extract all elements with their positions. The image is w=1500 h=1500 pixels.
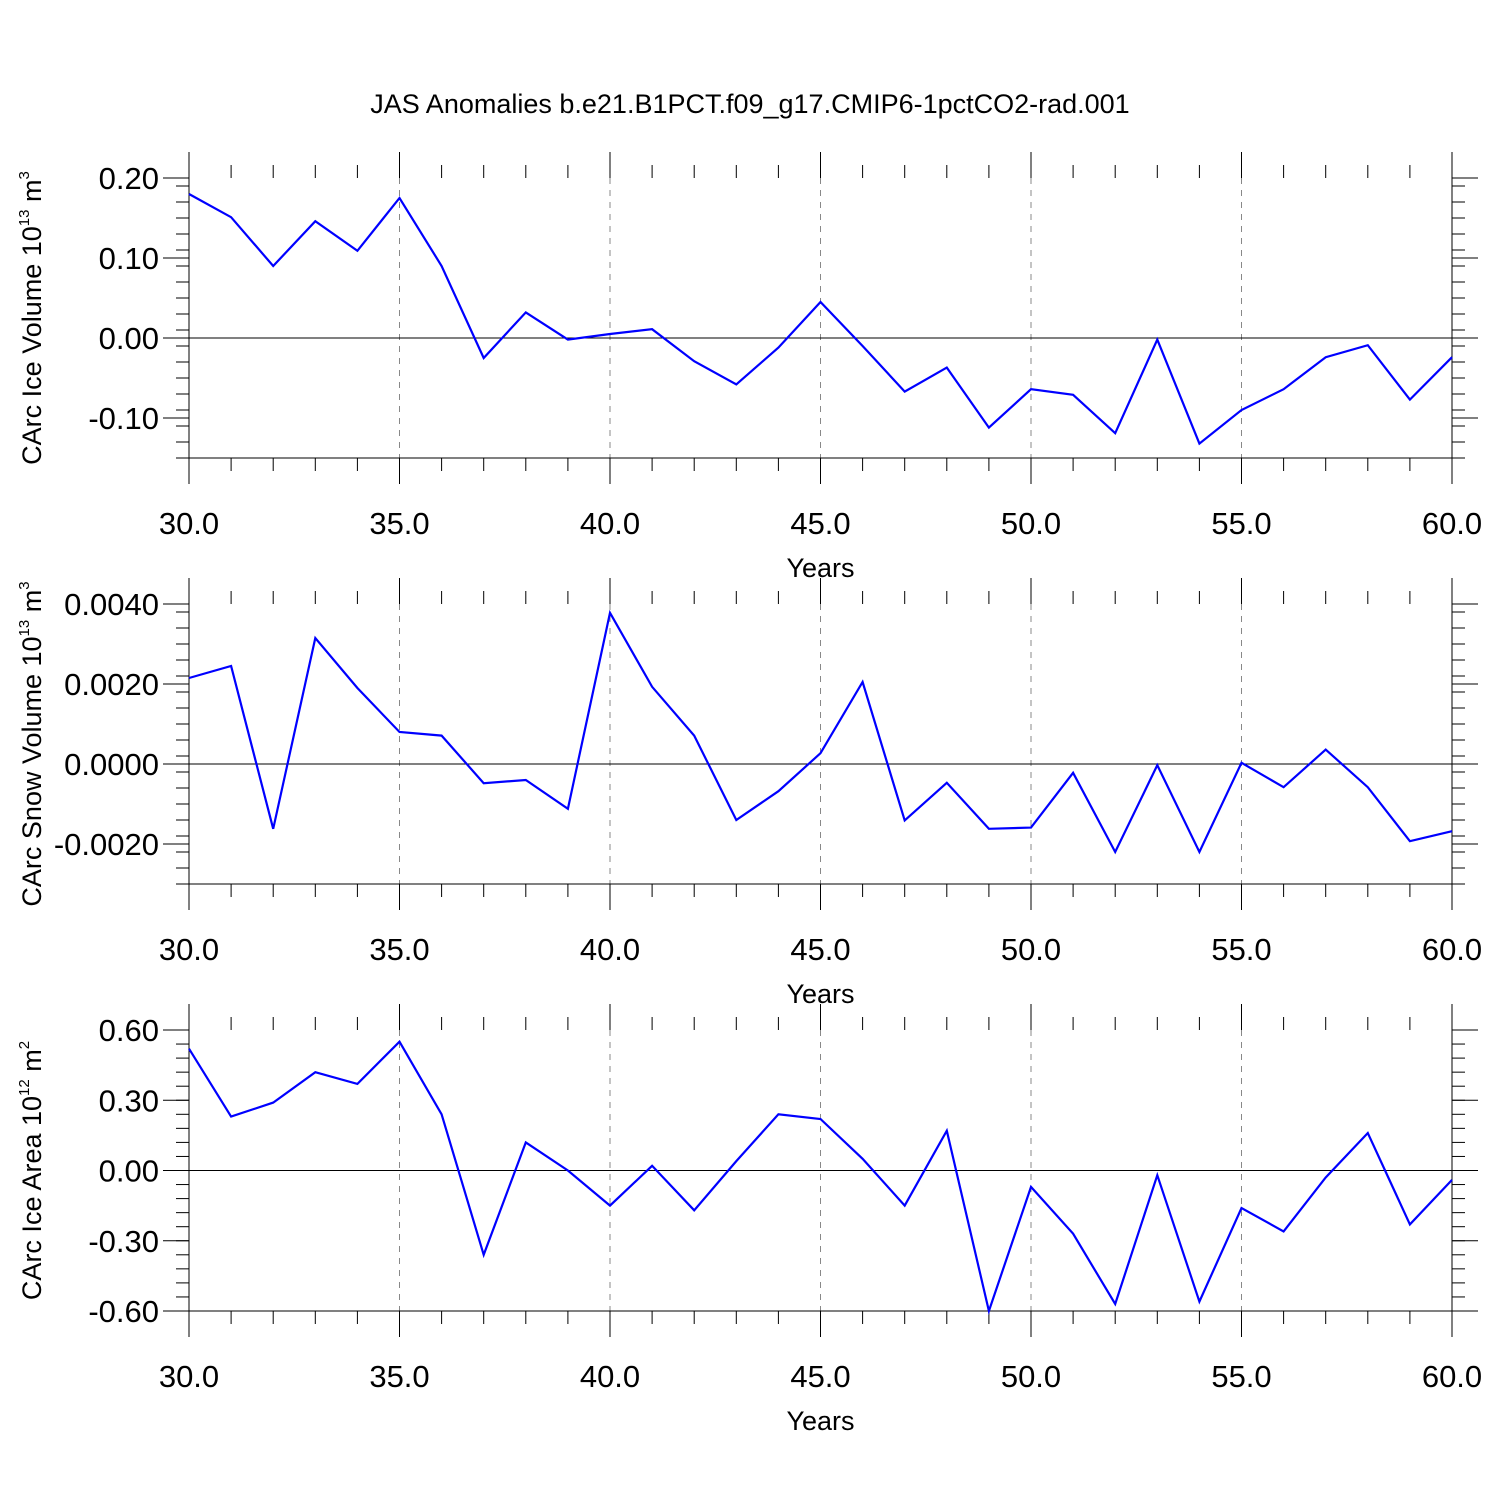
x-tick-label: 35.0 [369,506,429,541]
y-tick-label: 0.00 [99,321,159,356]
x-tick-label: 30.0 [159,932,219,967]
y-axis-label: CArc Ice Volume 1013 m3 [16,171,47,465]
chart-panels: -0.10 0.00 0.10 0.20 30.0 35.0 40.0 45.0 50.0 55.… [16,152,1482,1436]
x-axis-label: Years [786,1406,854,1436]
x-tick-label: 60.0 [1422,932,1482,967]
x-tick-label: 45.0 [790,932,850,967]
chart-panel-2: -0.0020 0.0000 0.0020 0.0040 30.0 35.0 40.0 45.… [16,578,1482,1009]
y-tick-label: 0.0040 [64,587,159,622]
y-tick-label: -0.0020 [54,827,159,862]
x-tick-label: 45.0 [790,1359,850,1394]
chart-panel-3: -0.60 -0.30 0.00 0.30 0.60 30.0 35.0 40.0 45.0 50… [16,1004,1482,1436]
y-tick-label: -0.10 [88,401,159,436]
y-tick-label: 0.10 [99,241,159,276]
x-tick-label: 35.0 [369,1359,429,1394]
x-tick-label: 35.0 [369,932,429,967]
chart-panel-1: -0.10 0.00 0.10 0.20 30.0 35.0 40.0 45.0 50.0 55.… [16,152,1482,583]
y-tick-label: 0.60 [99,1013,159,1048]
y-tick-label: -0.30 [88,1224,159,1259]
x-tick-label: 40.0 [580,932,640,967]
y-tick-label: 0.30 [99,1083,159,1118]
x-tick-label: 45.0 [790,506,850,541]
x-tick-label: 50.0 [1001,932,1061,967]
x-tick-label: 40.0 [580,506,640,541]
x-tick-label: 60.0 [1422,506,1482,541]
x-tick-label: 40.0 [580,1359,640,1394]
y-tick-label: 0.0020 [64,667,159,702]
figure-title: JAS Anomalies b.e21.B1PCT.f09_g17.CMIP6-… [370,89,1129,119]
x-tick-label: 30.0 [159,1359,219,1394]
x-tick-label: 60.0 [1422,1359,1482,1394]
y-tick-label: 0.0000 [64,747,159,782]
y-axis-label: CArc Ice Area 1012 m2 [16,1041,47,1300]
x-tick-label: 55.0 [1211,932,1271,967]
y-tick-label: 0.00 [99,1154,159,1189]
y-tick-label: -0.60 [88,1294,159,1329]
y-axis-label: CArc Snow Volume 1013 m3 [16,581,47,906]
x-tick-label: 55.0 [1211,1359,1271,1394]
x-tick-label: 50.0 [1001,1359,1061,1394]
y-tick-label: 0.20 [99,161,159,196]
x-tick-label: 55.0 [1211,506,1271,541]
x-tick-label: 50.0 [1001,506,1061,541]
x-tick-label: 30.0 [159,506,219,541]
